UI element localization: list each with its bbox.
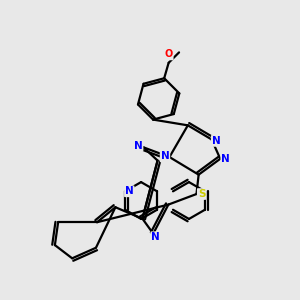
Text: N: N (151, 232, 160, 242)
Text: N: N (221, 154, 230, 164)
Text: S: S (198, 189, 205, 199)
Text: N: N (134, 141, 142, 151)
Text: O: O (164, 50, 173, 59)
Text: N: N (212, 136, 220, 146)
Text: N: N (125, 186, 134, 196)
Text: N: N (160, 152, 169, 161)
